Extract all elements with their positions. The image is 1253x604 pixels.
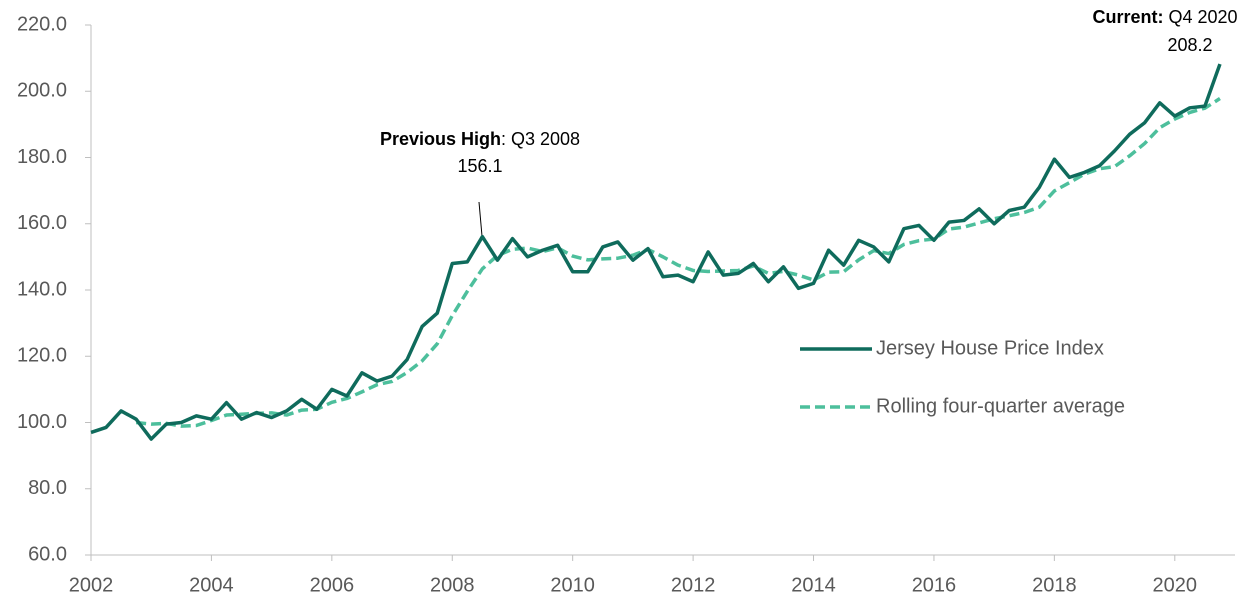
y-tick-label: 60.0 [28, 543, 67, 565]
annotation: Current: Q4 2020 [1092, 7, 1237, 27]
annotation-text: : Q3 2008 [501, 129, 580, 149]
series-line [90, 63, 1222, 441]
y-tick-label: 220.0 [17, 13, 67, 35]
x-tick-label: 2002 [69, 574, 114, 596]
annotation-bold: Current: [1092, 7, 1163, 27]
annotation-text: Q4 2020 [1163, 7, 1237, 27]
annotation: Previous High: Q3 2008 [380, 129, 580, 149]
leader-line [478, 201, 483, 237]
y-tick-label: 200.0 [17, 80, 67, 102]
x-tick-label: 2010 [550, 574, 595, 596]
annotation-value: 156.1 [457, 156, 502, 176]
y-tick-label: 160.0 [17, 212, 67, 234]
x-tick-label: 2012 [671, 574, 716, 596]
x-tick-label: 2014 [791, 574, 836, 596]
y-tick-label: 100.0 [17, 411, 67, 433]
y-tick-label: 180.0 [17, 146, 67, 168]
x-tick-label: 2016 [912, 574, 957, 596]
annotation-value: 208.2 [1167, 35, 1212, 55]
y-tick-label: 120.0 [17, 345, 67, 367]
annotation-bold: Previous High [380, 129, 501, 149]
series-line [135, 97, 1221, 428]
y-tick-label: 80.0 [28, 477, 67, 499]
x-tick-label: 2006 [310, 574, 355, 596]
legend-label: Jersey House Price Index [876, 337, 1104, 359]
x-tick-label: 2004 [189, 574, 234, 596]
x-tick-label: 2020 [1153, 574, 1198, 596]
y-tick-label: 140.0 [17, 278, 67, 300]
x-tick-label: 2008 [430, 574, 475, 596]
legend-label: Rolling four-quarter average [876, 395, 1125, 417]
x-tick-label: 2018 [1032, 574, 1077, 596]
